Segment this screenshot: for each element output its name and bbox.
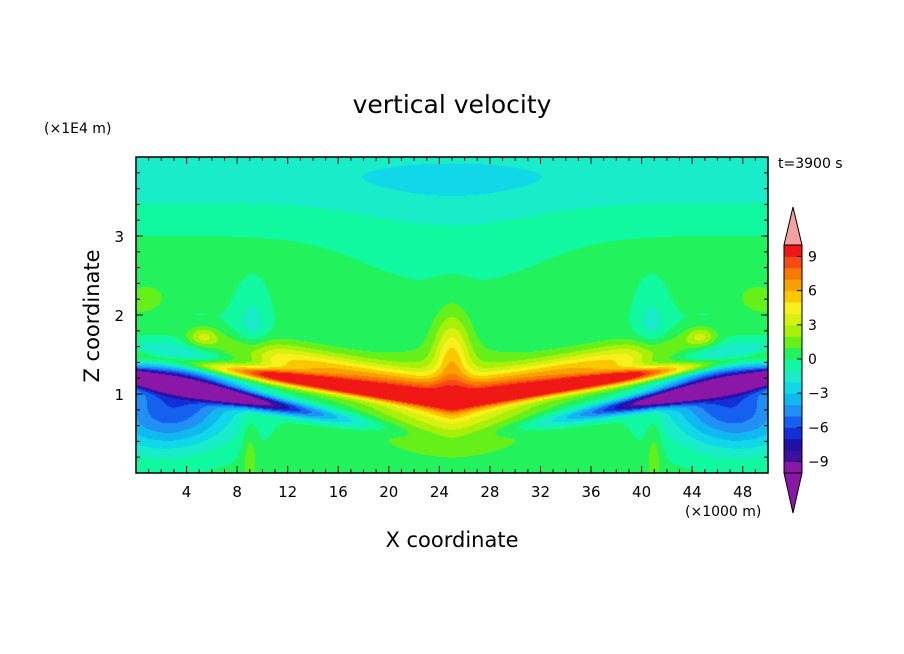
colorbar-bin xyxy=(784,393,802,406)
x-tick-label: 4 xyxy=(182,483,192,501)
x-tick-label: 32 xyxy=(531,483,550,501)
colorbar-bin xyxy=(784,359,802,371)
colorbar-bin xyxy=(784,381,802,394)
x-axis-title: X coordinate xyxy=(385,528,518,552)
colorbar-bin xyxy=(784,450,802,463)
colorbar-tick-label: −6 xyxy=(808,420,829,436)
x-tick-label: 24 xyxy=(430,483,449,501)
colorbar-bin xyxy=(784,279,802,292)
x-tick-label: 8 xyxy=(232,483,242,501)
colorbar-tick-label: 9 xyxy=(808,249,817,265)
colorbar-tick-label: 3 xyxy=(808,318,817,334)
colorbar-bin xyxy=(784,256,802,269)
colorbar-bin xyxy=(784,427,802,440)
colorbar: 9 6 3 0 −3 −6 −9 xyxy=(783,206,829,514)
colorbar-bin xyxy=(784,347,802,360)
y-tick-label: 3 xyxy=(114,228,124,246)
x-tick-label: 40 xyxy=(632,483,651,501)
colorbar-tick-label: −3 xyxy=(808,386,829,402)
y-unit-label: (×1E4 m) xyxy=(44,121,111,137)
y-tick-label: 1 xyxy=(114,386,124,404)
colorbar-bin xyxy=(784,245,802,257)
colorbar-bin xyxy=(784,461,802,474)
colorbar-tick-label: −9 xyxy=(808,455,829,471)
colorbar-bin xyxy=(784,302,802,314)
colorbar-bin xyxy=(784,416,802,428)
x-axis-ticks: 4 8 12 16 20 24 28 32 36 40 44 48 xyxy=(148,157,756,501)
velocity-field xyxy=(136,157,768,473)
colorbar-bin xyxy=(784,290,802,303)
colorbar-bin xyxy=(784,313,802,326)
x-tick-label: 36 xyxy=(581,483,600,501)
y-tick-label: 2 xyxy=(114,307,124,325)
time-label: t=3900 s xyxy=(778,156,843,172)
x-tick-label: 16 xyxy=(329,483,348,501)
colorbar-bin xyxy=(784,324,802,337)
x-tick-label: 12 xyxy=(278,483,297,501)
x-tick-label: 48 xyxy=(733,483,752,501)
colorbar-bin xyxy=(784,438,802,451)
x-unit-label: (×1000 m) xyxy=(685,504,761,520)
y-axis-title: Z coordinate xyxy=(80,249,104,382)
y-axis-ticks: 1 2 3 xyxy=(114,172,768,458)
colorbar-bin xyxy=(784,267,802,280)
colorbar-under-arrow xyxy=(783,472,803,514)
x-tick-label: 44 xyxy=(683,483,702,501)
chart-title: vertical velocity xyxy=(353,90,552,119)
plot-area: 4 8 12 16 20 24 28 32 36 40 44 48 123 xyxy=(114,156,769,501)
colorbar-bin xyxy=(784,370,802,383)
x-tick-label: 20 xyxy=(379,483,398,501)
colorbar-tick-label: 6 xyxy=(808,284,817,300)
colorbar-over-arrow xyxy=(783,206,803,246)
colorbar-bin xyxy=(784,336,802,349)
x-tick-label: 28 xyxy=(480,483,499,501)
colorbar-tick-label: 0 xyxy=(808,352,817,368)
colorbar-bin xyxy=(784,404,802,417)
